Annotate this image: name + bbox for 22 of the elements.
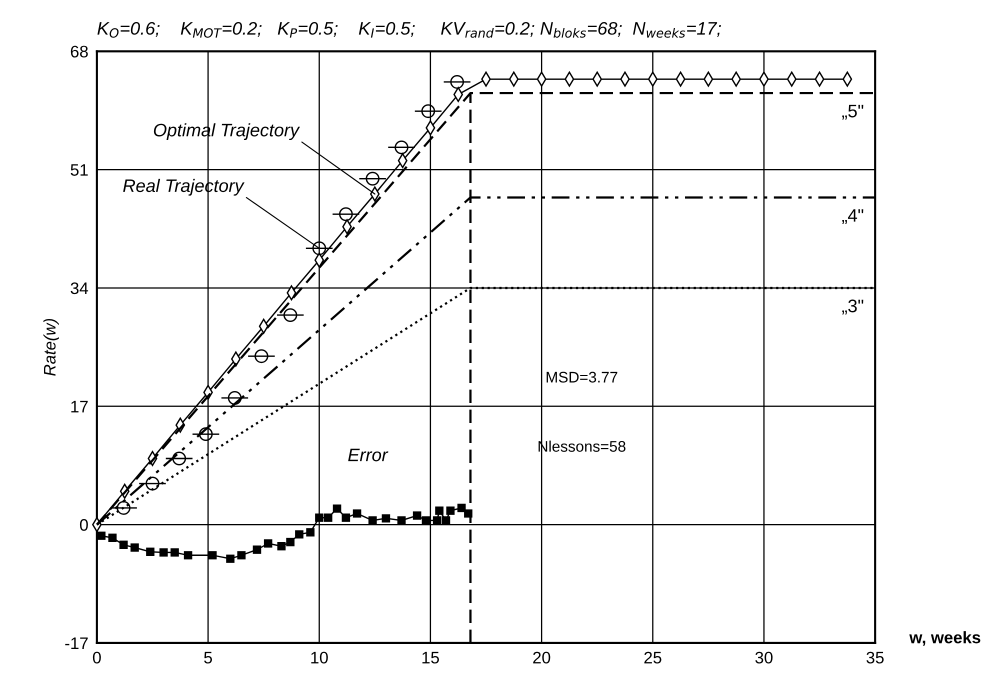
x-tick-label: 15 xyxy=(422,652,439,664)
x-tick-label: 30 xyxy=(755,652,773,664)
text: Error xyxy=(348,448,388,462)
y-tick-label: 17 xyxy=(71,400,88,412)
x-tick-label: 10 xyxy=(311,652,328,664)
series-label: „4" xyxy=(842,209,864,224)
y-tick-label: 68 xyxy=(70,46,88,58)
series-label: „3" xyxy=(842,300,864,314)
y-tick-label: 51 xyxy=(70,164,88,176)
y-tick-label: 0 xyxy=(80,519,88,531)
y-tick-label: 34 xyxy=(70,282,88,294)
series-label: „5" xyxy=(842,104,864,120)
chart-title: K$_{O}$=0.6; K$_{MOT}$=0.2; K$_{P}$=0.5; K$_{I}$=0.5; KV$_{rand}$=0.2; N$_{bloks}$=68; N$_{weeks}$=17; xyxy=(97,22,722,38)
y-axis-title: Rate(w) xyxy=(43,318,59,376)
x-tick-label: 25 xyxy=(644,652,662,664)
x-tick-label: 20 xyxy=(533,652,550,664)
x-axis-title: w, weeks xyxy=(909,631,980,646)
x-tick-label: 5 xyxy=(204,652,212,664)
y-tick-label: -17 xyxy=(65,638,88,649)
x-tick-label: 0 xyxy=(92,652,101,664)
annotation: MSD=3.77 xyxy=(546,372,618,383)
x-tick-label: 35 xyxy=(866,652,884,664)
